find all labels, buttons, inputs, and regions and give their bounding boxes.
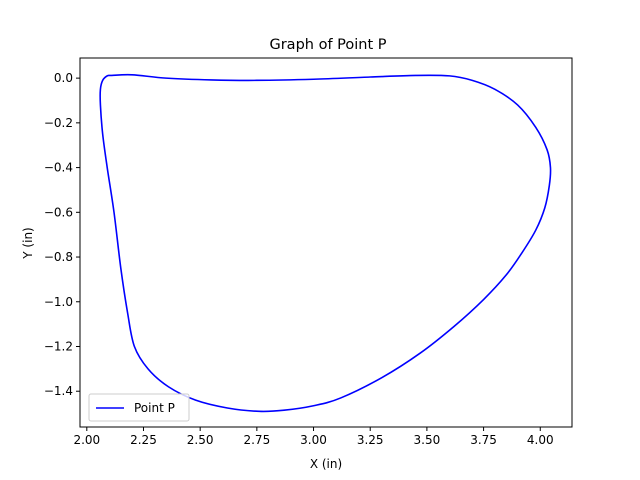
x-tick-label: 2.25 [130,433,157,447]
x-tick-label: 3.00 [300,433,327,447]
legend-box [88,393,190,422]
x-tick-label: 2.75 [243,433,270,447]
legend: Point P [88,393,190,422]
plot-area-frame [79,57,573,428]
x-tick-label: 3.50 [414,433,441,447]
point-p-curve [99,73,552,413]
legend-label-point-p: Point P [134,401,175,415]
x-tick-label: 3.75 [470,433,497,447]
x-axis-label: X (in) [310,457,342,471]
chart-title: Graph of Point P [269,37,386,53]
y-axis-ticks: 0.0 −0.2 −0.4 −0.6 −0.8 −1.0 −1.2 −1.4 [44,71,80,398]
x-tick-label: 4.00 [527,433,554,447]
y-tick-label: −0.4 [44,161,73,175]
y-axis-label: Y (in) [21,227,35,259]
y-tick-label: 0.0 [54,71,73,85]
x-axis-ticks: 2.00 2.25 2.50 2.75 3.00 3.25 3.50 3.75 4.00 [73,427,554,447]
y-tick-label: −0.2 [44,116,73,130]
y-tick-label: −1.2 [44,339,73,353]
y-tick-label: −1.4 [44,384,73,398]
y-tick-label: −0.8 [44,250,73,264]
x-tick-label: 2.50 [187,433,214,447]
y-tick-label: −0.6 [44,205,73,219]
y-tick-label: −1.0 [44,295,73,309]
x-tick-label: 3.25 [357,433,384,447]
x-tick-label: 2.00 [73,433,100,447]
